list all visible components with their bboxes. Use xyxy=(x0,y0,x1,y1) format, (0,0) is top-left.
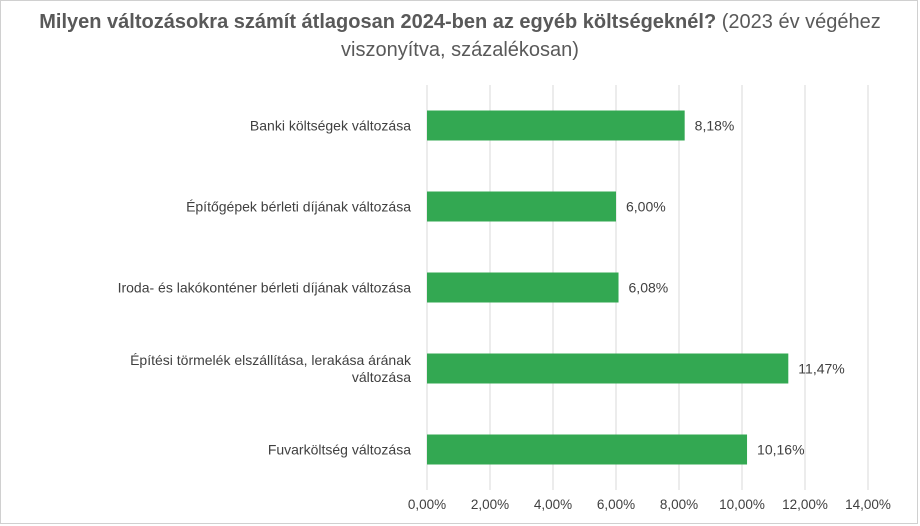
bar xyxy=(427,353,789,384)
x-tick-label: 8,00% xyxy=(660,497,698,512)
data-label: 6,08% xyxy=(629,280,669,296)
chart-title-normal: (2023 év végéhez viszonyítva, százalékos… xyxy=(341,11,881,61)
chart-title-bold: Milyen változásokra számít átlagosan 202… xyxy=(39,11,717,33)
data-label: 11,47% xyxy=(798,361,844,377)
x-tick-label: 2,00% xyxy=(471,497,509,512)
category-label: változása xyxy=(352,369,411,385)
bar xyxy=(427,434,748,465)
category-label: Banki költségek változása xyxy=(250,118,411,134)
bar xyxy=(427,272,619,303)
x-tick-label: 10,00% xyxy=(719,497,765,512)
category-label: Építőgépek bérleti díjának változása xyxy=(186,199,411,215)
bar xyxy=(427,191,616,222)
x-tick-label: 12,00% xyxy=(782,497,828,512)
chart-title: Milyen változásokra számít átlagosan 202… xyxy=(0,8,920,64)
x-tick-label: 6,00% xyxy=(597,497,635,512)
data-label: 8,18% xyxy=(695,118,735,134)
category-label: Építési törmelék elszállítása, lerakása … xyxy=(130,352,412,368)
x-tick-label: 0,00% xyxy=(408,497,446,512)
data-label: 10,16% xyxy=(757,442,804,458)
x-tick-label: 4,00% xyxy=(534,497,572,512)
category-label: Fuvarköltség változása xyxy=(268,442,411,458)
bar xyxy=(427,110,685,141)
x-tick-label: 14,00% xyxy=(845,497,891,512)
category-label: Iroda- és lakókonténer bérleti díjának v… xyxy=(118,280,412,296)
data-label: 6,00% xyxy=(626,199,666,215)
